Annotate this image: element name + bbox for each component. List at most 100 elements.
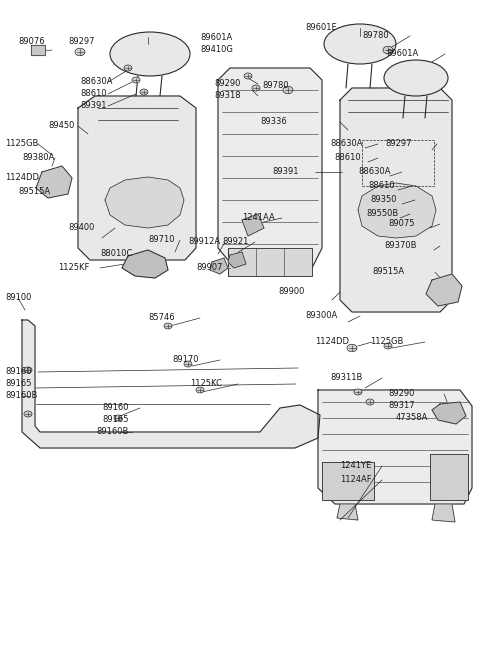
Polygon shape (242, 214, 264, 236)
Ellipse shape (283, 86, 293, 94)
Text: 89290: 89290 (214, 79, 240, 88)
Polygon shape (210, 258, 228, 274)
Text: 89601A: 89601A (386, 50, 418, 58)
Ellipse shape (324, 24, 396, 64)
Text: 47358A: 47358A (396, 413, 428, 422)
Text: 88010C: 88010C (100, 250, 132, 259)
Text: 1125KF: 1125KF (58, 263, 89, 272)
Text: 89921: 89921 (222, 238, 248, 246)
Text: 89165: 89165 (102, 415, 129, 424)
Bar (362, 140, 434, 186)
Ellipse shape (252, 85, 260, 91)
Text: 89450: 89450 (48, 121, 74, 130)
Text: 1124DD: 1124DD (315, 337, 349, 346)
Polygon shape (218, 68, 322, 272)
Text: 89391: 89391 (80, 102, 107, 111)
Text: 88630A: 88630A (330, 140, 362, 149)
Text: 89380A: 89380A (22, 153, 54, 162)
Text: 89318: 89318 (214, 92, 240, 100)
Text: 89780: 89780 (262, 81, 288, 90)
Polygon shape (426, 274, 462, 306)
Text: 89410G: 89410G (200, 45, 233, 54)
Ellipse shape (164, 323, 172, 329)
Text: 89550B: 89550B (366, 210, 398, 219)
Polygon shape (105, 177, 184, 228)
Ellipse shape (24, 411, 32, 417)
Ellipse shape (184, 361, 192, 367)
Polygon shape (432, 504, 455, 522)
Ellipse shape (132, 77, 140, 83)
Text: 88630A: 88630A (358, 168, 391, 176)
Polygon shape (78, 96, 196, 260)
Polygon shape (31, 45, 45, 55)
Text: 89912A: 89912A (188, 238, 220, 246)
Text: 89515A: 89515A (18, 187, 50, 196)
Text: 89710: 89710 (148, 236, 175, 244)
Text: 88610: 88610 (334, 153, 360, 162)
Text: 89160B: 89160B (5, 392, 37, 400)
Ellipse shape (366, 399, 374, 405)
Text: 89391: 89391 (272, 168, 299, 176)
Text: 88630A: 88630A (80, 77, 112, 86)
Text: 89297: 89297 (385, 140, 411, 149)
Polygon shape (122, 250, 168, 278)
Bar (430, 454, 468, 500)
Text: 1125GB: 1125GB (370, 337, 403, 346)
Text: 89300A: 89300A (305, 312, 337, 320)
Polygon shape (22, 320, 320, 448)
Text: 89780: 89780 (362, 31, 389, 41)
Polygon shape (337, 504, 358, 520)
Ellipse shape (196, 387, 204, 393)
Text: 1241YE: 1241YE (340, 462, 371, 470)
Text: 89075: 89075 (388, 219, 415, 229)
Ellipse shape (354, 389, 362, 395)
Text: 89317: 89317 (388, 402, 415, 411)
Polygon shape (318, 390, 472, 504)
Text: 85746: 85746 (148, 314, 175, 322)
Text: 89160: 89160 (102, 403, 129, 413)
Text: 89170: 89170 (172, 356, 199, 364)
Text: 89100: 89100 (5, 293, 31, 303)
Text: 89350: 89350 (370, 195, 396, 204)
Ellipse shape (75, 48, 85, 56)
Text: 89515A: 89515A (372, 267, 404, 276)
Polygon shape (36, 166, 72, 198)
Ellipse shape (24, 367, 32, 373)
Text: 89076: 89076 (18, 37, 45, 47)
Ellipse shape (244, 73, 252, 79)
Text: 89311B: 89311B (330, 373, 362, 383)
Text: 88610: 88610 (368, 181, 395, 191)
Text: 89370B: 89370B (384, 242, 417, 250)
Ellipse shape (347, 345, 357, 352)
Polygon shape (358, 183, 436, 238)
Text: 89160B: 89160B (96, 428, 128, 436)
Text: 89900: 89900 (278, 288, 304, 297)
Polygon shape (340, 88, 452, 312)
Text: 89601E: 89601E (305, 24, 337, 33)
Text: 89297: 89297 (68, 37, 95, 47)
Text: 1124DD: 1124DD (5, 174, 39, 183)
Text: 89290: 89290 (388, 390, 414, 398)
Text: 1124AF: 1124AF (340, 476, 372, 485)
Text: 88610: 88610 (80, 90, 107, 98)
Text: 89165: 89165 (5, 379, 32, 388)
Text: 1125GB: 1125GB (5, 140, 38, 149)
Ellipse shape (110, 32, 190, 76)
Bar (322, 462, 374, 500)
Ellipse shape (140, 89, 148, 95)
Ellipse shape (384, 60, 448, 96)
Text: 89601A: 89601A (200, 33, 232, 41)
Bar (228, 248, 312, 276)
Text: 89400: 89400 (68, 223, 95, 233)
Text: 89907: 89907 (196, 263, 223, 272)
Ellipse shape (114, 415, 122, 421)
Text: 1241AA: 1241AA (242, 214, 275, 223)
Polygon shape (228, 252, 246, 268)
Polygon shape (432, 402, 466, 424)
Text: 89336: 89336 (260, 117, 287, 126)
Ellipse shape (384, 343, 392, 349)
Ellipse shape (383, 47, 393, 54)
Ellipse shape (124, 65, 132, 71)
Text: 1125KC: 1125KC (190, 379, 222, 388)
Text: 89160: 89160 (5, 367, 32, 377)
